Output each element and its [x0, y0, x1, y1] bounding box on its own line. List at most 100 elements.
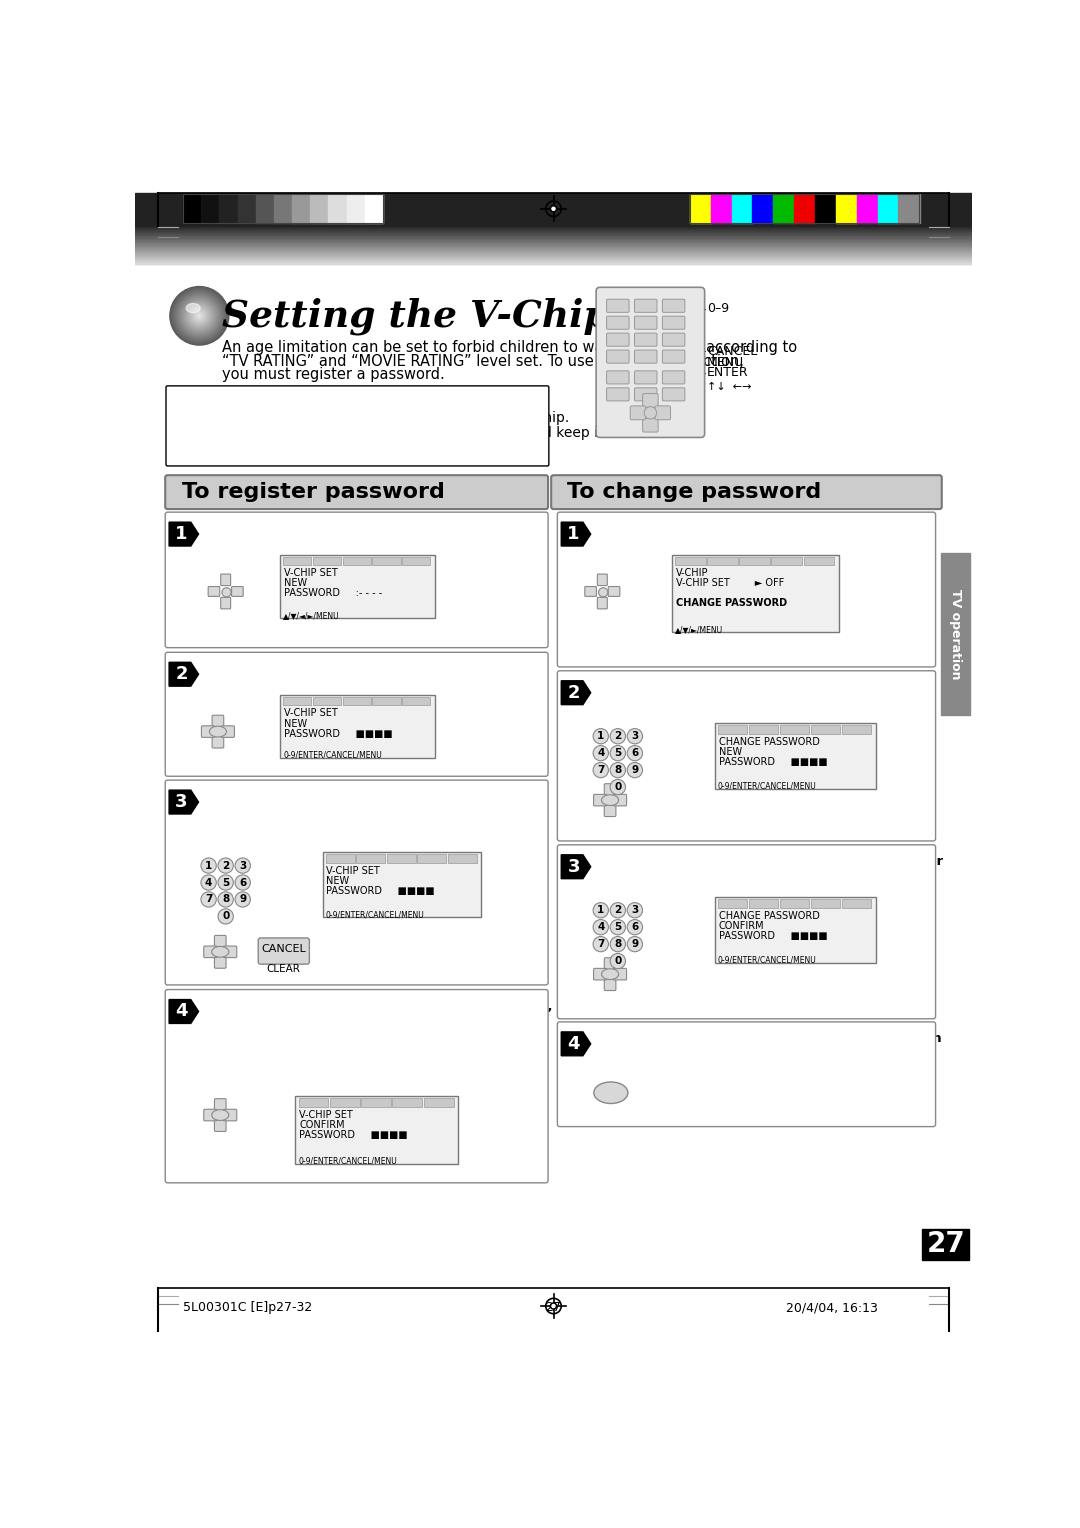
Text: CLEAR: CLEAR: [267, 964, 300, 975]
Bar: [280, 555, 435, 617]
Circle shape: [175, 292, 224, 339]
Bar: [392, 1099, 422, 1106]
FancyBboxPatch shape: [608, 587, 620, 596]
Bar: [841, 726, 872, 733]
FancyBboxPatch shape: [166, 387, 549, 466]
Polygon shape: [562, 523, 591, 545]
Text: is cleared.: is cleared.: [597, 1045, 675, 1057]
Ellipse shape: [602, 969, 619, 979]
Text: 0-9/ENTER/CANCEL/MENU: 0-9/ENTER/CANCEL/MENU: [718, 782, 816, 790]
Circle shape: [593, 937, 608, 952]
Circle shape: [610, 762, 625, 778]
FancyBboxPatch shape: [594, 795, 607, 805]
Text: •  To avoid forgetting the password, write it down and keep in: • To avoid forgetting the password, writ…: [177, 426, 607, 440]
Text: PASSWORD     :- - - -: PASSWORD :- - - -: [284, 588, 382, 599]
FancyBboxPatch shape: [165, 990, 548, 1183]
Text: 3: 3: [175, 793, 188, 811]
Circle shape: [218, 909, 233, 924]
Circle shape: [193, 310, 205, 322]
Bar: [342, 556, 370, 565]
Bar: [448, 854, 476, 862]
FancyBboxPatch shape: [215, 1099, 226, 1112]
Text: An age limitation can be set to forbid children to watch programs according to: An age limitation can be set to forbid c…: [221, 341, 797, 356]
FancyBboxPatch shape: [643, 419, 658, 432]
Text: 4: 4: [597, 749, 605, 758]
Text: 0-9/ENTER/CANCEL/MENU: 0-9/ENTER/CANCEL/MENU: [283, 750, 381, 759]
Circle shape: [189, 306, 211, 327]
Bar: [899, 194, 920, 223]
FancyBboxPatch shape: [634, 388, 657, 400]
Circle shape: [627, 746, 643, 761]
Text: NEW: NEW: [284, 579, 307, 588]
FancyBboxPatch shape: [605, 804, 616, 816]
FancyBboxPatch shape: [258, 938, 309, 964]
Text: 9: 9: [632, 766, 638, 775]
Ellipse shape: [602, 795, 619, 805]
Bar: [811, 726, 840, 733]
FancyBboxPatch shape: [607, 388, 629, 400]
Text: 0-9/ENTER/CANCEL/MENU: 0-9/ENTER/CANCEL/MENU: [326, 911, 424, 920]
Bar: [753, 194, 773, 223]
Text: ENTER: ENTER: [582, 790, 611, 799]
FancyBboxPatch shape: [607, 371, 629, 384]
Bar: [771, 556, 802, 565]
Bar: [256, 194, 274, 223]
Bar: [675, 556, 705, 565]
Circle shape: [627, 762, 643, 778]
Circle shape: [627, 920, 643, 935]
Circle shape: [189, 306, 210, 325]
Text: Enter the password (4 digits) using Number: Enter the password (4 digits) using Numb…: [205, 790, 534, 804]
Text: MENU: MENU: [590, 1073, 631, 1085]
Circle shape: [191, 307, 207, 324]
Bar: [794, 194, 815, 223]
Bar: [135, 183, 972, 194]
Circle shape: [235, 857, 251, 872]
Circle shape: [593, 729, 608, 744]
Ellipse shape: [594, 1082, 627, 1103]
Text: SETUP: SETUP: [592, 1108, 627, 1117]
Text: MENU: MENU: [707, 356, 744, 368]
Bar: [780, 900, 809, 908]
Text: 1: 1: [597, 732, 605, 741]
Circle shape: [195, 312, 203, 319]
Bar: [298, 1099, 328, 1106]
Text: Press MENU repeatedly until the menu screen: Press MENU repeatedly until the menu scr…: [597, 1031, 942, 1045]
Text: “CHANGE PASSWORD”, then press →.: “CHANGE PASSWORD”, then press →.: [597, 535, 876, 549]
Circle shape: [218, 892, 233, 908]
Circle shape: [191, 309, 207, 324]
Text: buttons (0–9) for safety, then press ENTER.: buttons (0–9) for safety, then press ENT…: [597, 868, 921, 880]
Circle shape: [610, 920, 625, 935]
Circle shape: [235, 876, 251, 891]
Text: 8: 8: [222, 894, 229, 905]
FancyBboxPatch shape: [551, 475, 942, 509]
Circle shape: [218, 876, 233, 891]
Text: 4: 4: [205, 877, 213, 888]
Text: PASSWORD     ■■■■: PASSWORD ■■■■: [326, 886, 435, 895]
Ellipse shape: [186, 304, 200, 313]
Text: CHANGE PASSWORD: CHANGE PASSWORD: [718, 736, 820, 747]
Circle shape: [177, 295, 221, 338]
Bar: [811, 900, 840, 908]
FancyBboxPatch shape: [165, 475, 548, 509]
Circle shape: [185, 301, 214, 330]
Circle shape: [183, 299, 216, 332]
Text: 2: 2: [615, 732, 621, 741]
FancyBboxPatch shape: [607, 299, 629, 312]
Circle shape: [198, 315, 201, 318]
Bar: [690, 194, 919, 223]
Text: and V-Chip setting menu will appear: and V-Chip setting menu will appear: [268, 1050, 512, 1062]
Circle shape: [644, 406, 657, 419]
Bar: [326, 854, 354, 862]
FancyBboxPatch shape: [613, 969, 626, 979]
Bar: [342, 697, 370, 706]
Circle shape: [188, 304, 211, 327]
Text: 7: 7: [205, 894, 213, 905]
Bar: [296, 1096, 458, 1163]
Text: V-CHIP SET: V-CHIP SET: [284, 568, 338, 579]
Bar: [313, 556, 341, 565]
FancyBboxPatch shape: [557, 845, 935, 1019]
Text: 6: 6: [631, 749, 638, 758]
Text: 5L00301C [E]p27-32: 5L00301C [E]p27-32: [183, 1302, 312, 1314]
Circle shape: [235, 892, 251, 908]
FancyBboxPatch shape: [662, 333, 685, 347]
